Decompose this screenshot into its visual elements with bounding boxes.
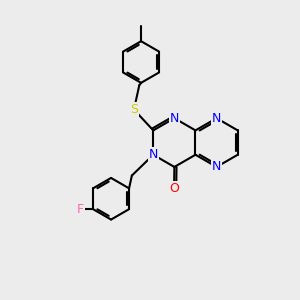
Text: N: N (170, 112, 179, 125)
Text: F: F (77, 202, 84, 216)
Text: N: N (212, 112, 221, 125)
Text: S: S (130, 103, 138, 116)
Text: N: N (212, 160, 221, 173)
Text: O: O (169, 182, 179, 195)
Text: N: N (148, 148, 158, 161)
